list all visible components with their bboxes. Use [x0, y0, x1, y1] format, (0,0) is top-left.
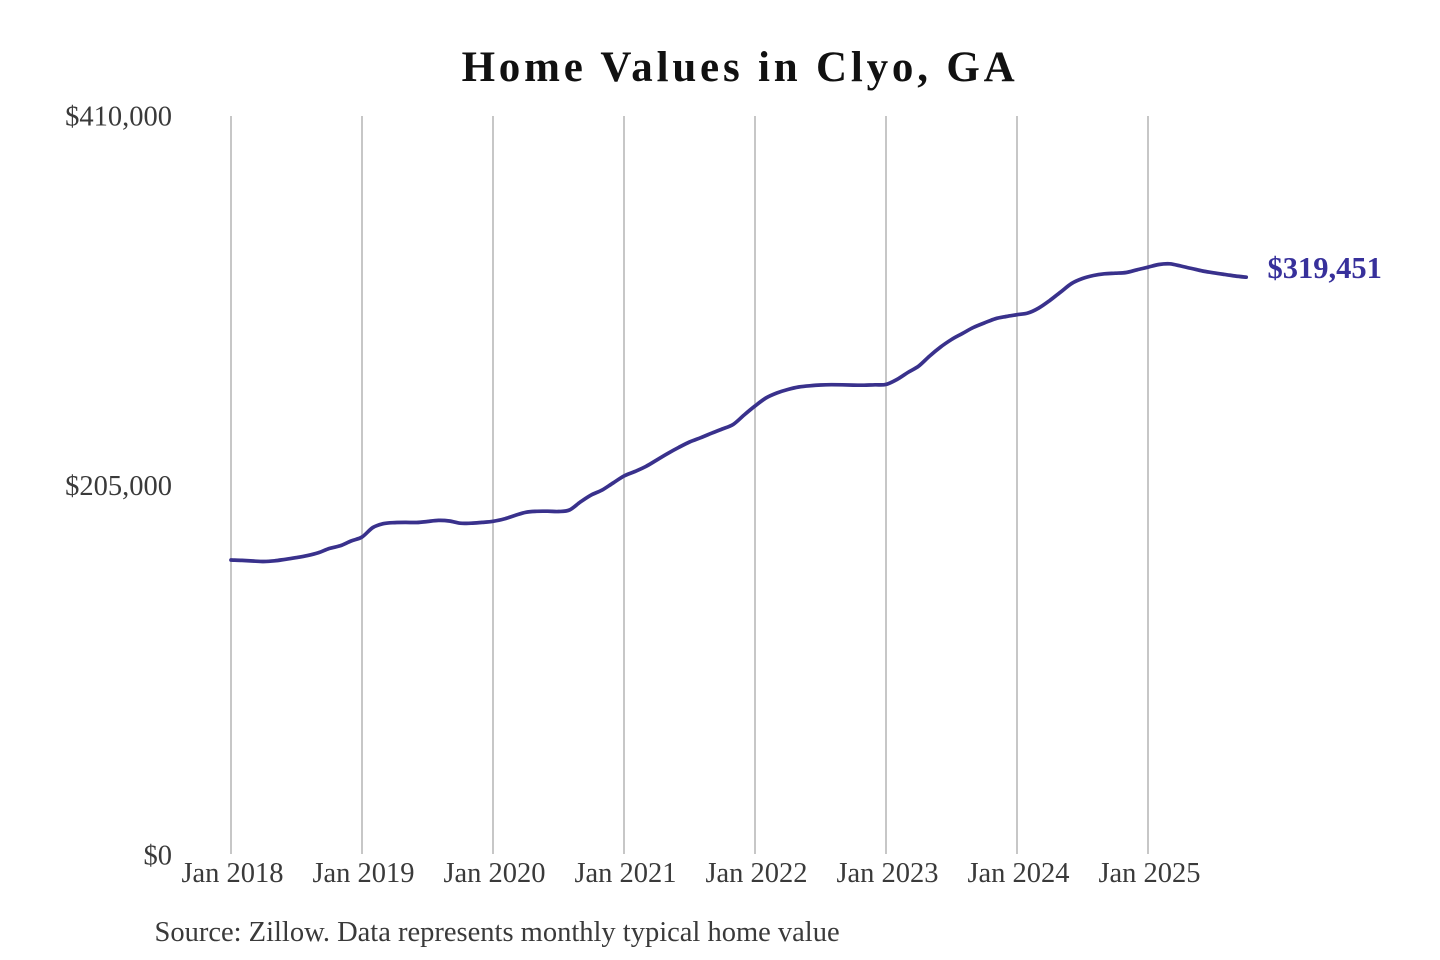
svg-text:$319,451: $319,451: [1268, 251, 1382, 285]
svg-text:$205,000: $205,000: [65, 471, 172, 502]
svg-text:$0: $0: [144, 841, 173, 872]
svg-text:Jan 2018: Jan 2018: [181, 858, 283, 889]
svg-text:$410,000: $410,000: [65, 102, 172, 133]
svg-text:Home Values in Clyo, GA: Home Values in Clyo, GA: [462, 44, 1019, 91]
svg-text:Jan 2020: Jan 2020: [443, 858, 545, 889]
svg-text:Jan 2021: Jan 2021: [574, 858, 676, 889]
svg-text:Source: Zillow. Data represent: Source: Zillow. Data represents monthly …: [155, 917, 840, 948]
svg-text:Jan 2023: Jan 2023: [836, 858, 938, 889]
svg-text:Jan 2022: Jan 2022: [705, 858, 807, 889]
svg-text:Jan 2019: Jan 2019: [312, 858, 414, 889]
svg-text:Jan 2024: Jan 2024: [967, 858, 1069, 889]
svg-text:Jan 2025: Jan 2025: [1098, 858, 1200, 889]
